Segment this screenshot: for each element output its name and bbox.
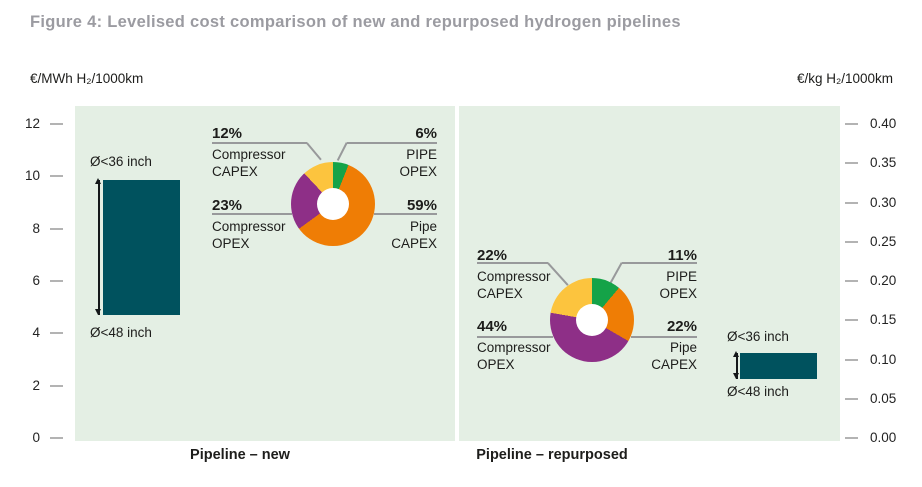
right-axis-tick-mark (845, 123, 858, 125)
right-axis-tick-mark (845, 280, 858, 282)
donut-label-pipe-capex: 59% Pipe CAPEX (391, 197, 437, 252)
right-axis-tick-label: 0.40 (870, 116, 897, 131)
arrow-up-icon (733, 351, 739, 357)
left-axis-tick-mark (50, 436, 63, 439)
right-axis-tick-mark (845, 397, 858, 400)
arrow-down-icon (95, 309, 101, 315)
right-axis-tick-mark (845, 437, 858, 439)
left-axis-tick-label: 2 (32, 377, 40, 393)
right-axis-tick-mark (845, 358, 858, 361)
right-axis-tick-label: 0.00 (870, 430, 897, 445)
donut-label-compressor-opex: 23% Compressor OPEX (212, 197, 286, 252)
leader-line (374, 213, 437, 215)
donut-label-compressor-opex: 44% Compressor OPEX (477, 318, 551, 373)
figure-title: Figure 4: Levelised cost comparison of n… (30, 13, 681, 31)
donut-label-pipe-opex: 11% PIPE OPEX (659, 247, 697, 302)
donut-label-compressor-capex: 22% Compressor CAPEX (477, 247, 551, 302)
donut-label-pipe-opex: 6% PIPE OPEX (399, 125, 437, 180)
left-axis-tick-label: 12 (24, 116, 40, 131)
donut-label-compressor-capex: 12% Compressor CAPEX (212, 125, 286, 180)
donut-label-pipe-capex: 22% Pipe CAPEX (651, 318, 697, 373)
leader-line (622, 262, 697, 264)
leader-line (631, 336, 697, 338)
right-axis-tick-label: 0.05 (870, 390, 897, 406)
left-axis-tick-mark (50, 175, 63, 178)
arrow-up-icon (95, 178, 101, 184)
right-axis-tick-mark (845, 319, 858, 322)
right-axis-tick-mark (845, 240, 858, 243)
left-axis-tick-label: 6 (32, 272, 40, 288)
left-axis-tick-label: 8 (32, 220, 40, 236)
right-axis-tick-label: 0.20 (870, 273, 897, 288)
left-axis-tick-mark (50, 332, 63, 335)
left-axis-tick-label: 4 (32, 325, 40, 341)
right-axis-tick-label: 0.30 (870, 194, 897, 210)
diameter-label-48inch: Ø<48 inch (90, 325, 152, 340)
leader-line (477, 336, 553, 338)
left-axis-tick-label: 10 (24, 168, 40, 184)
cost-range-bar-repurposed (740, 353, 817, 379)
leader-line (609, 262, 623, 285)
diameter-label-48inch: Ø<48 inch (727, 384, 789, 399)
donut-chart-new (291, 162, 375, 246)
donut-hole (576, 304, 608, 336)
right-axis-tick-mark (845, 201, 858, 204)
diameter-label-36inch: Ø<36 inch (90, 154, 152, 169)
leader-line (347, 142, 437, 144)
leader-line (212, 213, 292, 215)
caption-pipeline-new: Pipeline – new (190, 447, 290, 463)
donut-chart-repurposed (550, 278, 634, 362)
right-axis-tick-label: 0.35 (870, 155, 897, 171)
left-axis-unit-label: €/MWh H₂/1000km (30, 71, 144, 86)
leader-line (212, 142, 307, 144)
panel-pipeline-new: Ø<36 inch Ø<48 inch 12% Compressor CAPEX… (75, 106, 455, 441)
donut-hole (317, 188, 349, 220)
leader-line (477, 262, 548, 264)
panel-pipeline-repurposed: 22% Compressor CAPEX 11% PIPE OPEX 44% C… (459, 106, 840, 441)
right-axis-tick-label: 0.10 (870, 351, 897, 367)
leader-line (337, 142, 348, 161)
arrow-down-icon (733, 373, 739, 379)
range-arrow-line (736, 353, 738, 379)
right-axis-tick-label: 0.15 (870, 312, 897, 328)
diameter-label-36inch: Ø<36 inch (727, 329, 789, 344)
right-axis-unit-label: €/kg H₂/1000km (796, 71, 893, 86)
range-arrow-line (98, 180, 100, 315)
left-axis-tick-mark (50, 384, 63, 387)
leader-line (306, 142, 322, 161)
left-axis-tick-label: 0 (32, 429, 40, 445)
caption-pipeline-repurposed: Pipeline – repurposed (476, 447, 628, 463)
left-axis-tick-mark (50, 279, 63, 282)
left-axis-tick-mark (50, 123, 63, 125)
right-axis-tick-mark (845, 162, 858, 165)
right-axis-tick-label: 0.25 (870, 233, 897, 249)
cost-range-bar-new (103, 180, 180, 315)
left-axis-tick-mark (50, 227, 63, 230)
